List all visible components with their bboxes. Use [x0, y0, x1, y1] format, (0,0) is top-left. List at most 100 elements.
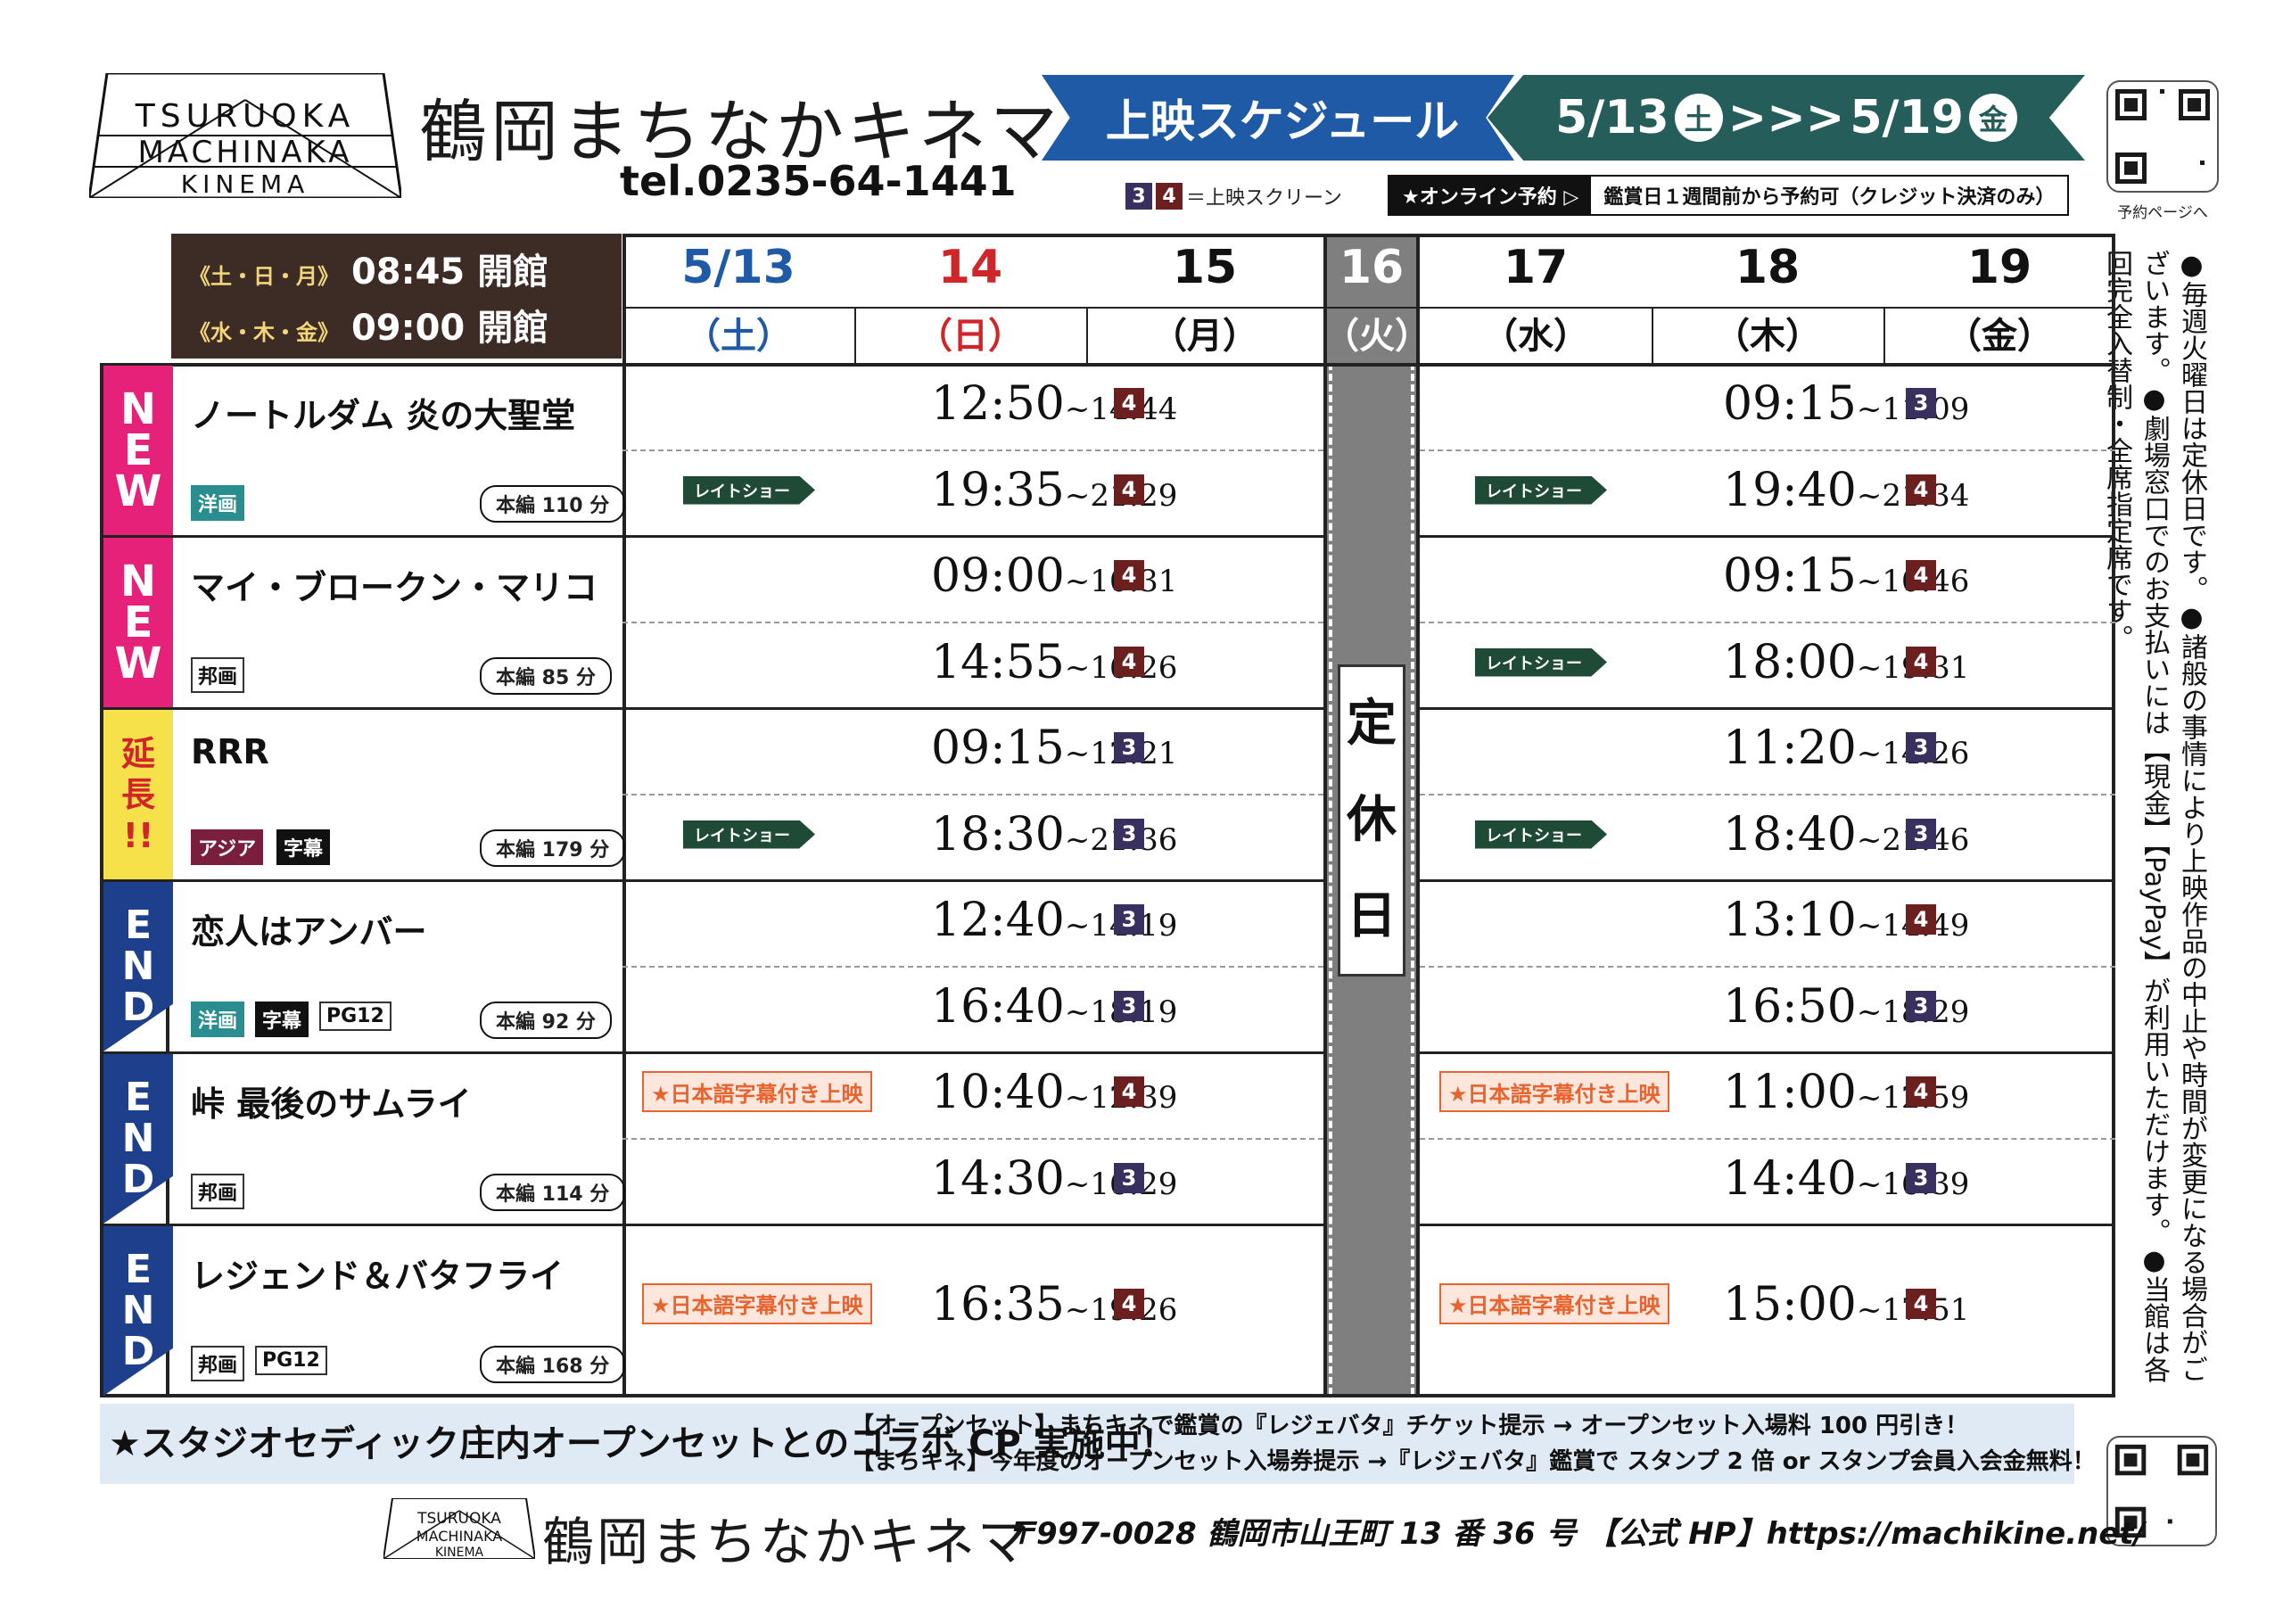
grid-col-line	[622, 234, 626, 1396]
slot-divider	[1420, 449, 2115, 451]
day-of-week: （日）	[917, 316, 1024, 357]
movie-title[interactable]: 峠 最後のサムライ	[191, 1084, 472, 1124]
legend-label: ＝上映スクリーン	[1186, 187, 1342, 210]
period-start-day: 土	[1674, 94, 1723, 142]
movie-title[interactable]: RRR	[191, 732, 269, 771]
svg-text:TSURUOKA: TSURUOKA	[416, 1510, 501, 1528]
qr-code-homepage[interactable]	[2106, 1436, 2217, 1546]
movie-length: 本編 85 分	[480, 657, 612, 695]
svg-text:MACHINAKA: MACHINAKA	[138, 135, 353, 170]
screen-number-badge: 3	[1114, 904, 1144, 935]
subtitled-show-badge: ★日本語字幕付き上映	[1439, 1071, 1669, 1112]
movie-title[interactable]: マイ・ブロークン・マリコ	[191, 568, 598, 607]
online-reservation[interactable]: ★オンライン予約 ▷ 鑑賞日１週間前から予約可（クレジット決済のみ）	[1388, 175, 2070, 216]
qr-code-reservation[interactable]	[2106, 80, 2219, 193]
day-header: 17 （水）	[1420, 234, 1652, 363]
grid-header-line	[100, 363, 2115, 367]
showtime[interactable]: 16:50~18:29	[1723, 979, 1969, 1034]
slot-divider	[622, 621, 1323, 623]
screen-number-badge: 3	[1906, 818, 1936, 849]
hours-time-1: 08:45 開館	[350, 251, 549, 293]
grid-top-line	[622, 234, 2115, 237]
movie-title[interactable]: レジェンド＆バタフライ	[191, 1257, 565, 1296]
period-banner: 5/13 土 >>> 5/19 金	[1488, 75, 2085, 161]
slot-divider	[622, 793, 1323, 796]
hours-time-2: 09:00 開館	[350, 308, 549, 349]
movie-category-badge: 邦画	[191, 1346, 245, 1381]
subtitled-show-badge: ★日本語字幕付き上映	[642, 1282, 872, 1324]
screen-number-badge: 4	[1906, 1288, 1936, 1319]
slot-divider	[622, 1137, 1323, 1140]
row-line	[1420, 879, 2115, 882]
period-start: 5/13	[1555, 91, 1669, 144]
row-line	[1420, 535, 2115, 538]
subtitled-show-badge: ★日本語字幕付き上映	[1439, 1282, 1669, 1324]
svg-text:KINEMA: KINEMA	[435, 1546, 484, 1559]
screen-number-badge: 4	[1114, 388, 1144, 418]
showtime[interactable]: 11:00~12:59	[1723, 1066, 1969, 1119]
slot-divider	[622, 965, 1323, 968]
movie-title[interactable]: ノートルダム 炎の大聖堂	[191, 396, 576, 435]
collab-banner	[100, 1404, 2074, 1484]
movie-category-badge: PG12	[255, 1346, 327, 1375]
period-end: 5/19	[1850, 91, 1964, 144]
period-end-day: 金	[1968, 94, 2017, 142]
showtime[interactable]: 16:40~18:19	[931, 979, 1177, 1034]
day-number: 14	[937, 241, 1003, 294]
subtitled-show-badge: ★日本語字幕付き上映	[642, 1071, 872, 1112]
movie-length: 本編 168 分	[480, 1346, 626, 1383]
footer-address[interactable]: 〒997-0028 鶴岡市山王町 13 番 36 号 【公式 HP】https:…	[1006, 1516, 2146, 1552]
hours-days-2: 《水・木・金》	[189, 320, 339, 345]
period-separator: >>>	[1727, 91, 1845, 144]
phone-number[interactable]: tel.0235-64-1441	[620, 157, 1017, 205]
screen-number-badge: 3	[1114, 732, 1144, 763]
svg-text:TSURUOKA: TSURUOKA	[135, 98, 356, 135]
screen-number-badge: 4	[1906, 560, 1936, 590]
hours-days-1: 《土・日・月》	[189, 264, 339, 289]
day-of-week: （月）	[1151, 316, 1258, 357]
screen-number-badge: 4	[1906, 646, 1936, 677]
screen-number-badge: 4	[1906, 1076, 1936, 1107]
showtime[interactable]: 16:35~19:26	[931, 1277, 1177, 1331]
svg-text:KINEMA: KINEMA	[181, 169, 310, 198]
showtime[interactable]: 09:00~10:31	[931, 549, 1177, 603]
day-of-week: （土）	[685, 316, 792, 357]
movie-length: 本編 92 分	[480, 1002, 612, 1039]
showtime[interactable]: 14:30~16:29	[931, 1151, 1177, 1206]
row-line	[100, 879, 1323, 882]
screen-number-badge: 3	[1906, 388, 1936, 418]
movie-category-badge: 字幕	[255, 1002, 309, 1037]
day-header: 16 （火）	[1323, 234, 1430, 363]
movie-category-badge: 邦画	[191, 657, 245, 693]
day-of-week: （木）	[1714, 316, 1821, 357]
schedule-banner: 上映スケジュール	[1042, 75, 1514, 161]
movie-title[interactable]: 恋人はアンバー	[191, 912, 427, 952]
day-header: 18 （木）	[1652, 234, 1883, 363]
day-header: 5/13 （土）	[622, 234, 854, 363]
movie-category-badge: 洋画	[191, 485, 245, 521]
movie-category-badge: PG12	[319, 1002, 391, 1031]
day-number: 17	[1503, 241, 1569, 294]
collab-line-1: 【オープンセット】まちキネで鑑賞の『レジェバタ』チケット提示 → オープンセット…	[851, 1413, 1969, 1439]
screen-number-badge: 4	[1114, 1076, 1144, 1107]
movie-category-badge: 洋画	[191, 1002, 245, 1037]
day-col-line	[854, 307, 856, 363]
late-show-badge: レイトショー	[1475, 475, 1607, 505]
screen-number-badge: 4	[1906, 474, 1936, 505]
screen-number-badge: 3	[1906, 732, 1936, 763]
showtime[interactable]: 18:30~21:36	[931, 807, 1177, 861]
slot-divider	[1420, 965, 2115, 968]
day-number: 15	[1172, 241, 1238, 294]
row-line	[100, 535, 1323, 538]
showtime[interactable]: 14:55~16:26	[931, 635, 1177, 689]
qr-caption: 予約ページへ	[2117, 204, 2208, 222]
screen-number-badge: 3	[1114, 1162, 1144, 1193]
screen-number-badge: 3	[1906, 1162, 1936, 1193]
grid-right-line	[2112, 234, 2115, 1396]
online-label[interactable]: ★オンライン予約 ▷	[1389, 177, 1592, 214]
online-note: 鑑賞日１週間前から予約可（クレジット決済のみ）	[1591, 177, 2068, 214]
slot-divider	[1420, 793, 2115, 796]
